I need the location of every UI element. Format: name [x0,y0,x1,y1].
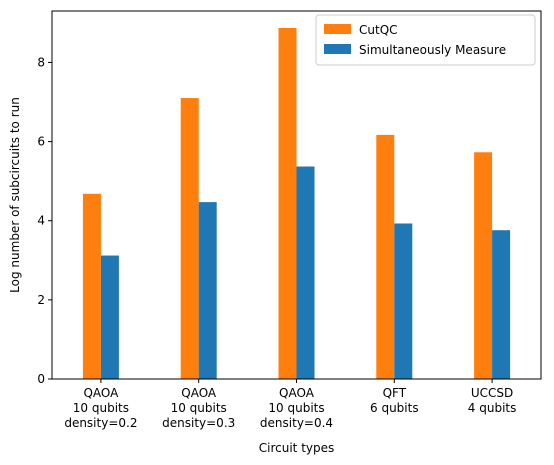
x-axis: QAOA 10 qubits density=0.2 QAOA 10 qubits den… [64,379,516,430]
bar-cutqc-1 [180,98,199,379]
x-tick-label: UCCSD 4 qubits [468,386,517,415]
y-tick-label: 6 [37,135,45,149]
bar-simultaneously-measure-0 [100,255,119,379]
bar-cutqc-4 [474,152,493,379]
legend-label: CutQC [359,23,398,37]
x-tick-label: QFT 6 qubits [370,386,419,415]
y-tick-label: 0 [37,372,45,386]
y-tick-label: 4 [37,214,45,228]
bar-cutqc-2 [278,28,297,380]
legend-label: Simultaneously Measure [359,43,506,57]
x-tick-label: QAOA 10 qubits density=0.3 [162,386,235,430]
bar-cutqc-0 [82,193,101,379]
y-axis: 0 2 4 6 8 [37,55,52,386]
bar-cutqc-3 [376,134,395,379]
bar-simultaneously-measure-3 [394,223,413,379]
legend-swatch [324,44,351,54]
bar-simultaneously-measure-2 [296,166,315,379]
legend-box [315,14,536,66]
y-tick-label: 2 [37,293,45,307]
bar-simultaneously-measure-4 [492,230,511,379]
legend: CutQC Simultaneously Measure [315,14,536,66]
y-tick-label: 8 [37,55,45,69]
x-tick-label: QAOA 10 qubits density=0.4 [260,386,333,430]
y-axis-label: Log number of subcircuits to run [8,97,22,293]
bars-layer [82,28,511,380]
x-axis-label: Circuit types [259,441,335,455]
x-tick-label: QAOA 10 qubits density=0.2 [64,386,137,430]
legend-swatch [324,24,351,34]
bar-simultaneously-measure-1 [198,202,217,379]
